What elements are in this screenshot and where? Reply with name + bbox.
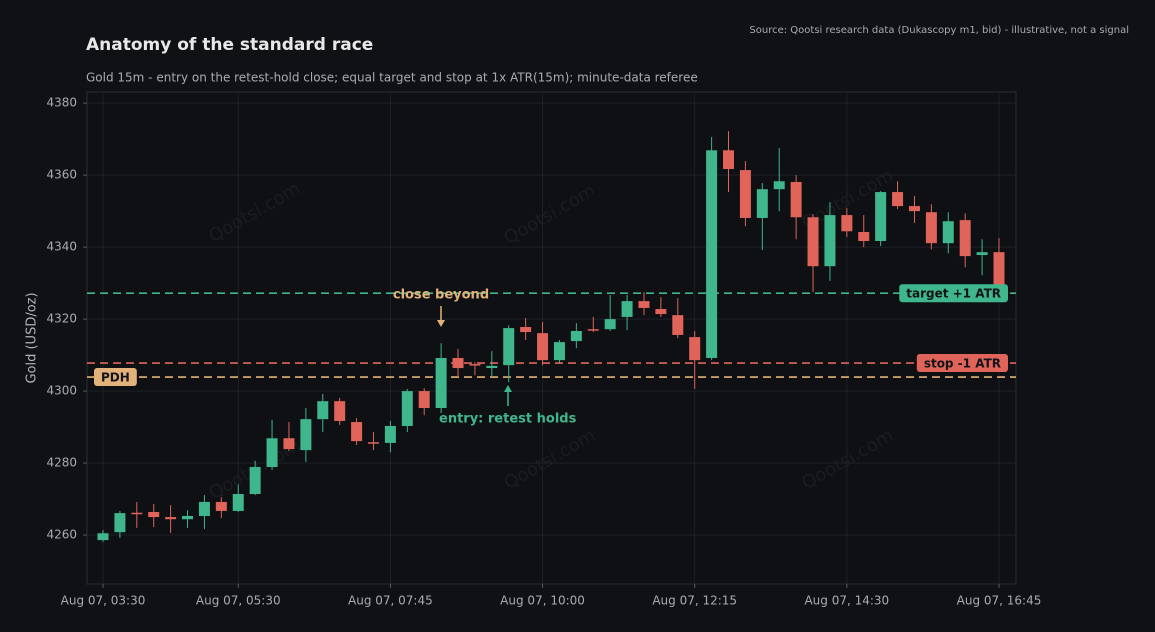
x-tick-label: Aug 07, 14:30 (804, 594, 889, 608)
candle-body (638, 301, 650, 308)
x-tick-label: Aug 07, 10:00 (500, 594, 585, 608)
candle-body (131, 512, 143, 515)
candle-body (503, 328, 515, 366)
candle-body (689, 337, 701, 361)
source-note: Source: Qootsi research data (Dukascopy … (749, 25, 1129, 36)
annotation-arrowhead (437, 320, 445, 327)
candle-body (148, 512, 160, 518)
candle-body (706, 150, 718, 358)
candle-body (266, 438, 278, 468)
y-tick-label: 4300 (46, 384, 77, 398)
candle-body (790, 181, 802, 218)
candle-body (875, 192, 887, 242)
candle-body (672, 315, 684, 335)
candle-body (570, 330, 582, 342)
annotation-arrowhead (504, 385, 512, 392)
level-label: stop -1 ATR (916, 354, 1008, 373)
candle-body (334, 401, 346, 421)
candle-body (587, 329, 599, 331)
x-tick-label: Aug 07, 12:15 (652, 594, 737, 608)
candle-body (367, 442, 379, 444)
candle-body (97, 533, 109, 541)
candle-body (537, 333, 549, 361)
candle-body (993, 252, 1005, 290)
candle-body (114, 513, 126, 533)
chart-subtitle: Gold 15m - entry on the retest-hold clos… (86, 71, 698, 85)
candle-body (215, 501, 227, 511)
level-label-text: target +1 ATR (906, 287, 1001, 301)
candle-body (723, 150, 735, 170)
candle-body (942, 221, 954, 244)
candle-body (739, 170, 751, 218)
annotation: entry: retest holds (439, 412, 577, 427)
level-label-box (916, 354, 1008, 373)
candle-body (892, 192, 904, 207)
candle-body (655, 309, 667, 315)
candle-body (165, 517, 177, 520)
x-tick-label: Aug 07, 05:30 (196, 594, 281, 608)
candle-body (756, 189, 768, 218)
annotation: close beyond (393, 288, 489, 303)
candle-body (486, 365, 498, 369)
level-label-box (899, 284, 1008, 303)
candle-body (807, 217, 819, 267)
candle-body (401, 391, 413, 426)
candle-body (773, 181, 785, 190)
candle-body (351, 422, 363, 442)
candle-body (452, 357, 464, 369)
level-label: target +1 ATR (899, 284, 1008, 303)
candle-body (469, 364, 481, 366)
level-label-text: PDH (101, 371, 130, 385)
x-tick-label: Aug 07, 03:30 (61, 594, 146, 608)
candle-body (925, 212, 937, 244)
candle-body (858, 232, 870, 242)
candle-body (300, 419, 312, 451)
y-tick-label: 4320 (46, 312, 77, 326)
candle-body (198, 501, 210, 516)
x-tick-label: Aug 07, 16:45 (957, 594, 1042, 608)
candle-body (621, 301, 633, 317)
chart-title: Anatomy of the standard race (86, 35, 373, 55)
x-tick-label: Aug 07, 07:45 (348, 594, 433, 608)
y-tick-label: 4280 (46, 456, 77, 470)
candle-body (520, 327, 532, 333)
candle-body (553, 342, 565, 361)
candle-body (604, 319, 616, 330)
candle-body (418, 391, 430, 409)
candle-body (841, 215, 853, 232)
level-label-box (94, 368, 137, 387)
candle-body (283, 438, 295, 450)
candle-body (908, 206, 920, 212)
level-label-text: stop -1 ATR (924, 357, 1001, 371)
level-label: PDH (94, 368, 137, 387)
y-tick-label: 4260 (46, 528, 77, 542)
candle-body (384, 425, 396, 443)
y-tick-label: 4380 (46, 96, 77, 110)
candle-body (232, 494, 244, 511)
y-tick-label: 4340 (46, 240, 77, 254)
candle-body (824, 215, 836, 267)
candle-body (249, 467, 261, 495)
y-axis-label: Gold (USD/oz) (25, 292, 40, 383)
candle-body (317, 401, 329, 420)
candle-body (435, 357, 447, 409)
candle-body (959, 220, 971, 257)
y-tick-label: 4360 (46, 168, 77, 182)
candle-body (182, 515, 194, 520)
candle-body (976, 252, 988, 256)
